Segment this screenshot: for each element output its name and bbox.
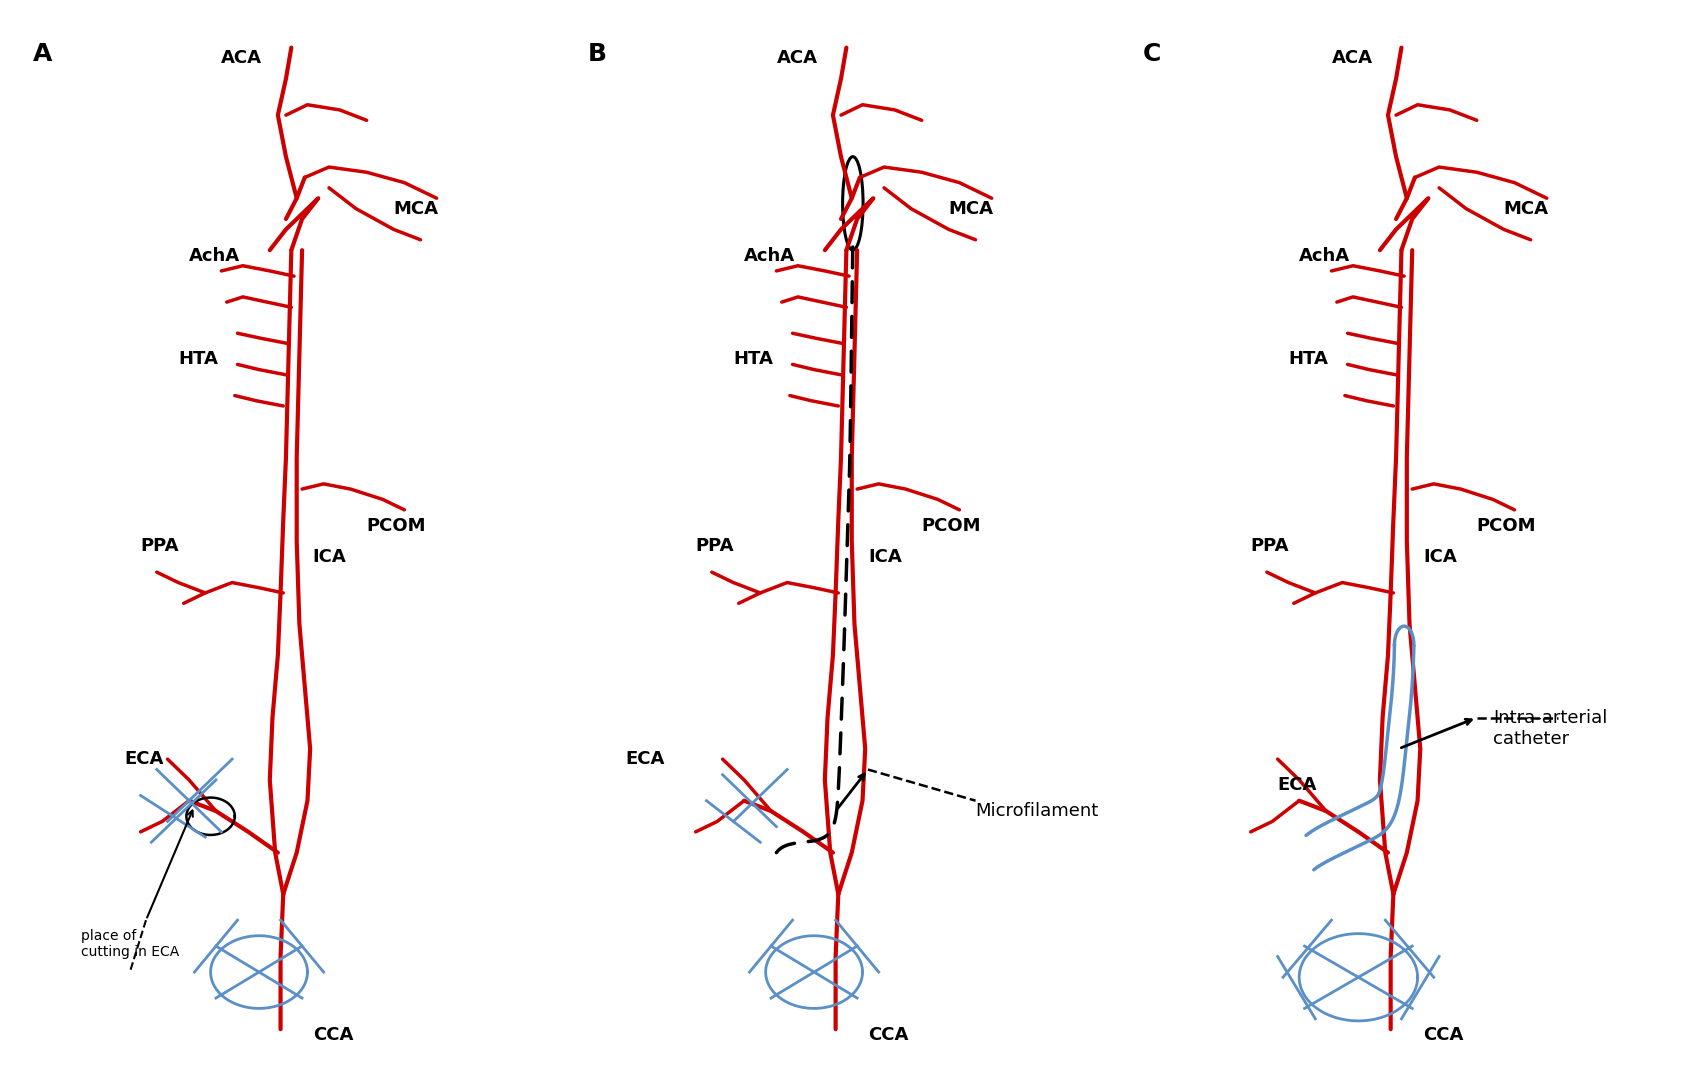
Text: Microfilament: Microfilament (976, 802, 1098, 820)
Text: ICA: ICA (1423, 547, 1457, 566)
Text: ECA: ECA (626, 750, 664, 768)
Text: Intra-arterial
catheter: Intra-arterial catheter (1494, 709, 1608, 748)
Text: AchA: AchA (1299, 247, 1351, 264)
Text: ICA: ICA (868, 547, 902, 566)
Text: AchA: AchA (743, 247, 796, 264)
Text: MCA: MCA (949, 200, 994, 217)
Text: CCA: CCA (313, 1026, 353, 1043)
Text: ECA: ECA (1278, 776, 1317, 794)
Text: MCA: MCA (394, 200, 439, 217)
Text: HTA: HTA (733, 351, 774, 368)
Text: PPA: PPA (696, 538, 733, 555)
Text: ICA: ICA (313, 547, 346, 566)
Text: PPA: PPA (1251, 538, 1288, 555)
Text: HTA: HTA (1288, 351, 1329, 368)
Text: ACA: ACA (1332, 49, 1373, 67)
Text: place of
cutting in ECA: place of cutting in ECA (81, 929, 180, 960)
Text: PPA: PPA (141, 538, 178, 555)
Text: CCA: CCA (1423, 1026, 1463, 1043)
Text: MCA: MCA (1504, 200, 1549, 217)
Text: ACA: ACA (777, 49, 817, 67)
Text: HTA: HTA (178, 351, 219, 368)
Text: ECA: ECA (124, 750, 163, 768)
Text: ACA: ACA (222, 49, 262, 67)
Text: C: C (1144, 42, 1162, 66)
Text: PCOM: PCOM (367, 516, 426, 535)
Text: CCA: CCA (868, 1026, 908, 1043)
Text: AchA: AchA (188, 247, 241, 264)
Text: B: B (589, 42, 607, 66)
Text: PCOM: PCOM (1477, 516, 1536, 535)
Text: PCOM: PCOM (922, 516, 981, 535)
Text: A: A (34, 42, 52, 66)
